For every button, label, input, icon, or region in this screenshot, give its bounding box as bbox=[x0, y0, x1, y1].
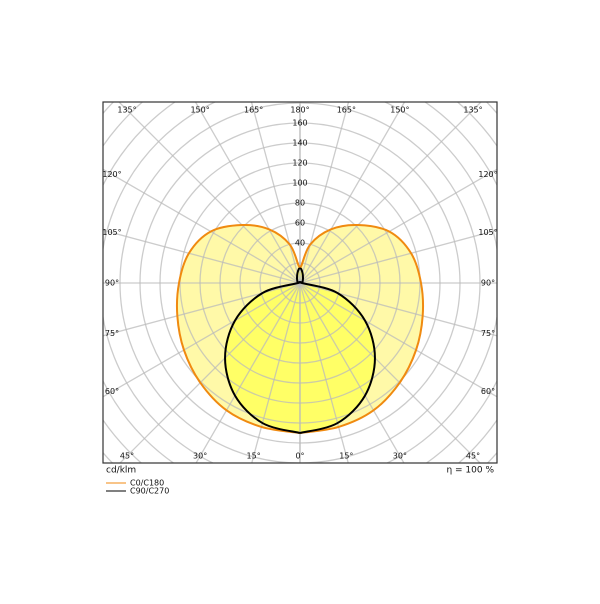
angle-label: 75° bbox=[105, 329, 119, 338]
angle-label: 45° bbox=[466, 452, 480, 461]
grid-spoke bbox=[299, 282, 481, 463]
grid-spoke bbox=[299, 282, 497, 337]
grid-spoke bbox=[299, 282, 349, 463]
grid-spoke bbox=[195, 282, 301, 463]
intensity-curve bbox=[175, 223, 301, 434]
grid-spoke bbox=[119, 282, 301, 463]
legend-label: C0/C180 bbox=[130, 479, 164, 488]
unit-label: cd/klm bbox=[106, 466, 136, 476]
r-tick-label: 160 bbox=[292, 119, 307, 128]
angle-label: 15° bbox=[247, 452, 261, 461]
grid-spoke bbox=[251, 282, 301, 463]
grid-spoke bbox=[299, 282, 497, 398]
r-tick-label: 100 bbox=[292, 179, 307, 188]
angle-label: 90° bbox=[481, 279, 495, 288]
angle-label: 120° bbox=[478, 170, 497, 179]
angle-label: 90° bbox=[105, 279, 119, 288]
angle-label: 75° bbox=[481, 329, 495, 338]
grid-spoke bbox=[103, 229, 301, 284]
r-tick-label: 60 bbox=[295, 219, 305, 228]
grid-spoke bbox=[250, 102, 301, 284]
angle-label: 135° bbox=[463, 106, 482, 115]
angle-label: 45° bbox=[120, 452, 134, 461]
r-tick-label: 140 bbox=[292, 139, 307, 148]
angle-label: 30° bbox=[393, 452, 407, 461]
angle-label: 105° bbox=[102, 228, 121, 237]
plot-frame bbox=[102, 101, 498, 464]
angle-label: 60° bbox=[481, 387, 495, 396]
grid-spoke bbox=[299, 282, 405, 463]
grid-spoke bbox=[103, 282, 301, 337]
angle-label: 105° bbox=[478, 228, 497, 237]
angle-label: 0° bbox=[295, 452, 304, 461]
grid-spoke bbox=[299, 102, 406, 284]
angle-label: 30° bbox=[193, 452, 207, 461]
grid-spoke bbox=[299, 102, 350, 284]
angle-label: 120° bbox=[102, 170, 121, 179]
grid-spoke bbox=[299, 168, 497, 284]
r-tick-label: 80 bbox=[295, 199, 305, 208]
r-tick-label: 120 bbox=[292, 159, 307, 168]
grid-spoke bbox=[103, 282, 301, 398]
angle-label: 150° bbox=[390, 106, 409, 115]
angle-label: 135° bbox=[117, 106, 136, 115]
grid-spoke bbox=[299, 102, 482, 284]
angle-label: 60° bbox=[105, 387, 119, 396]
angle-label: 150° bbox=[190, 106, 209, 115]
angle-label: 15° bbox=[339, 452, 353, 461]
grid-spoke bbox=[194, 102, 301, 284]
efficiency-label: η = 100 % bbox=[446, 466, 494, 476]
grid-spoke bbox=[118, 102, 301, 284]
intensity-curve bbox=[224, 267, 302, 434]
intensity-curve bbox=[299, 223, 425, 434]
grid-spoke bbox=[103, 168, 301, 284]
legend-label: C90/C270 bbox=[130, 487, 169, 496]
r-tick-label: 40 bbox=[295, 239, 305, 248]
angle-label: 180° bbox=[290, 106, 309, 115]
grid-spoke bbox=[299, 229, 497, 284]
angle-label: 165° bbox=[244, 106, 263, 115]
angle-label: 165° bbox=[337, 106, 356, 115]
